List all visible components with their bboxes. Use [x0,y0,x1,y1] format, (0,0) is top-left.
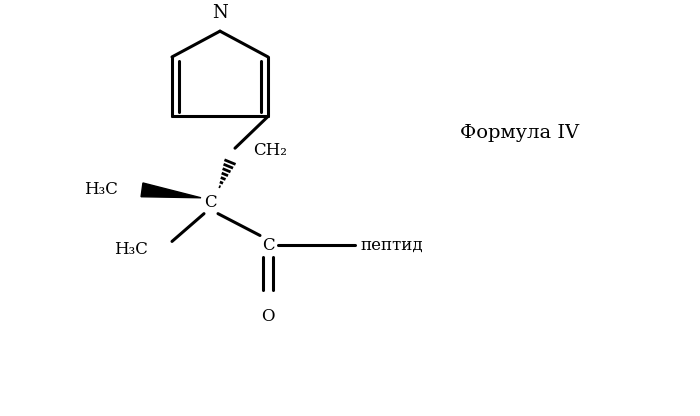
Text: C: C [262,237,274,254]
Text: CH₂: CH₂ [253,142,287,158]
Text: пептид: пептид [360,237,423,254]
Polygon shape [141,183,201,198]
Text: O: O [261,308,274,325]
Text: Формула IV: Формула IV [461,124,580,142]
Text: H₃C: H₃C [84,181,118,198]
Text: N: N [212,4,228,22]
Text: H₃C: H₃C [114,241,148,258]
Text: C: C [204,194,216,211]
